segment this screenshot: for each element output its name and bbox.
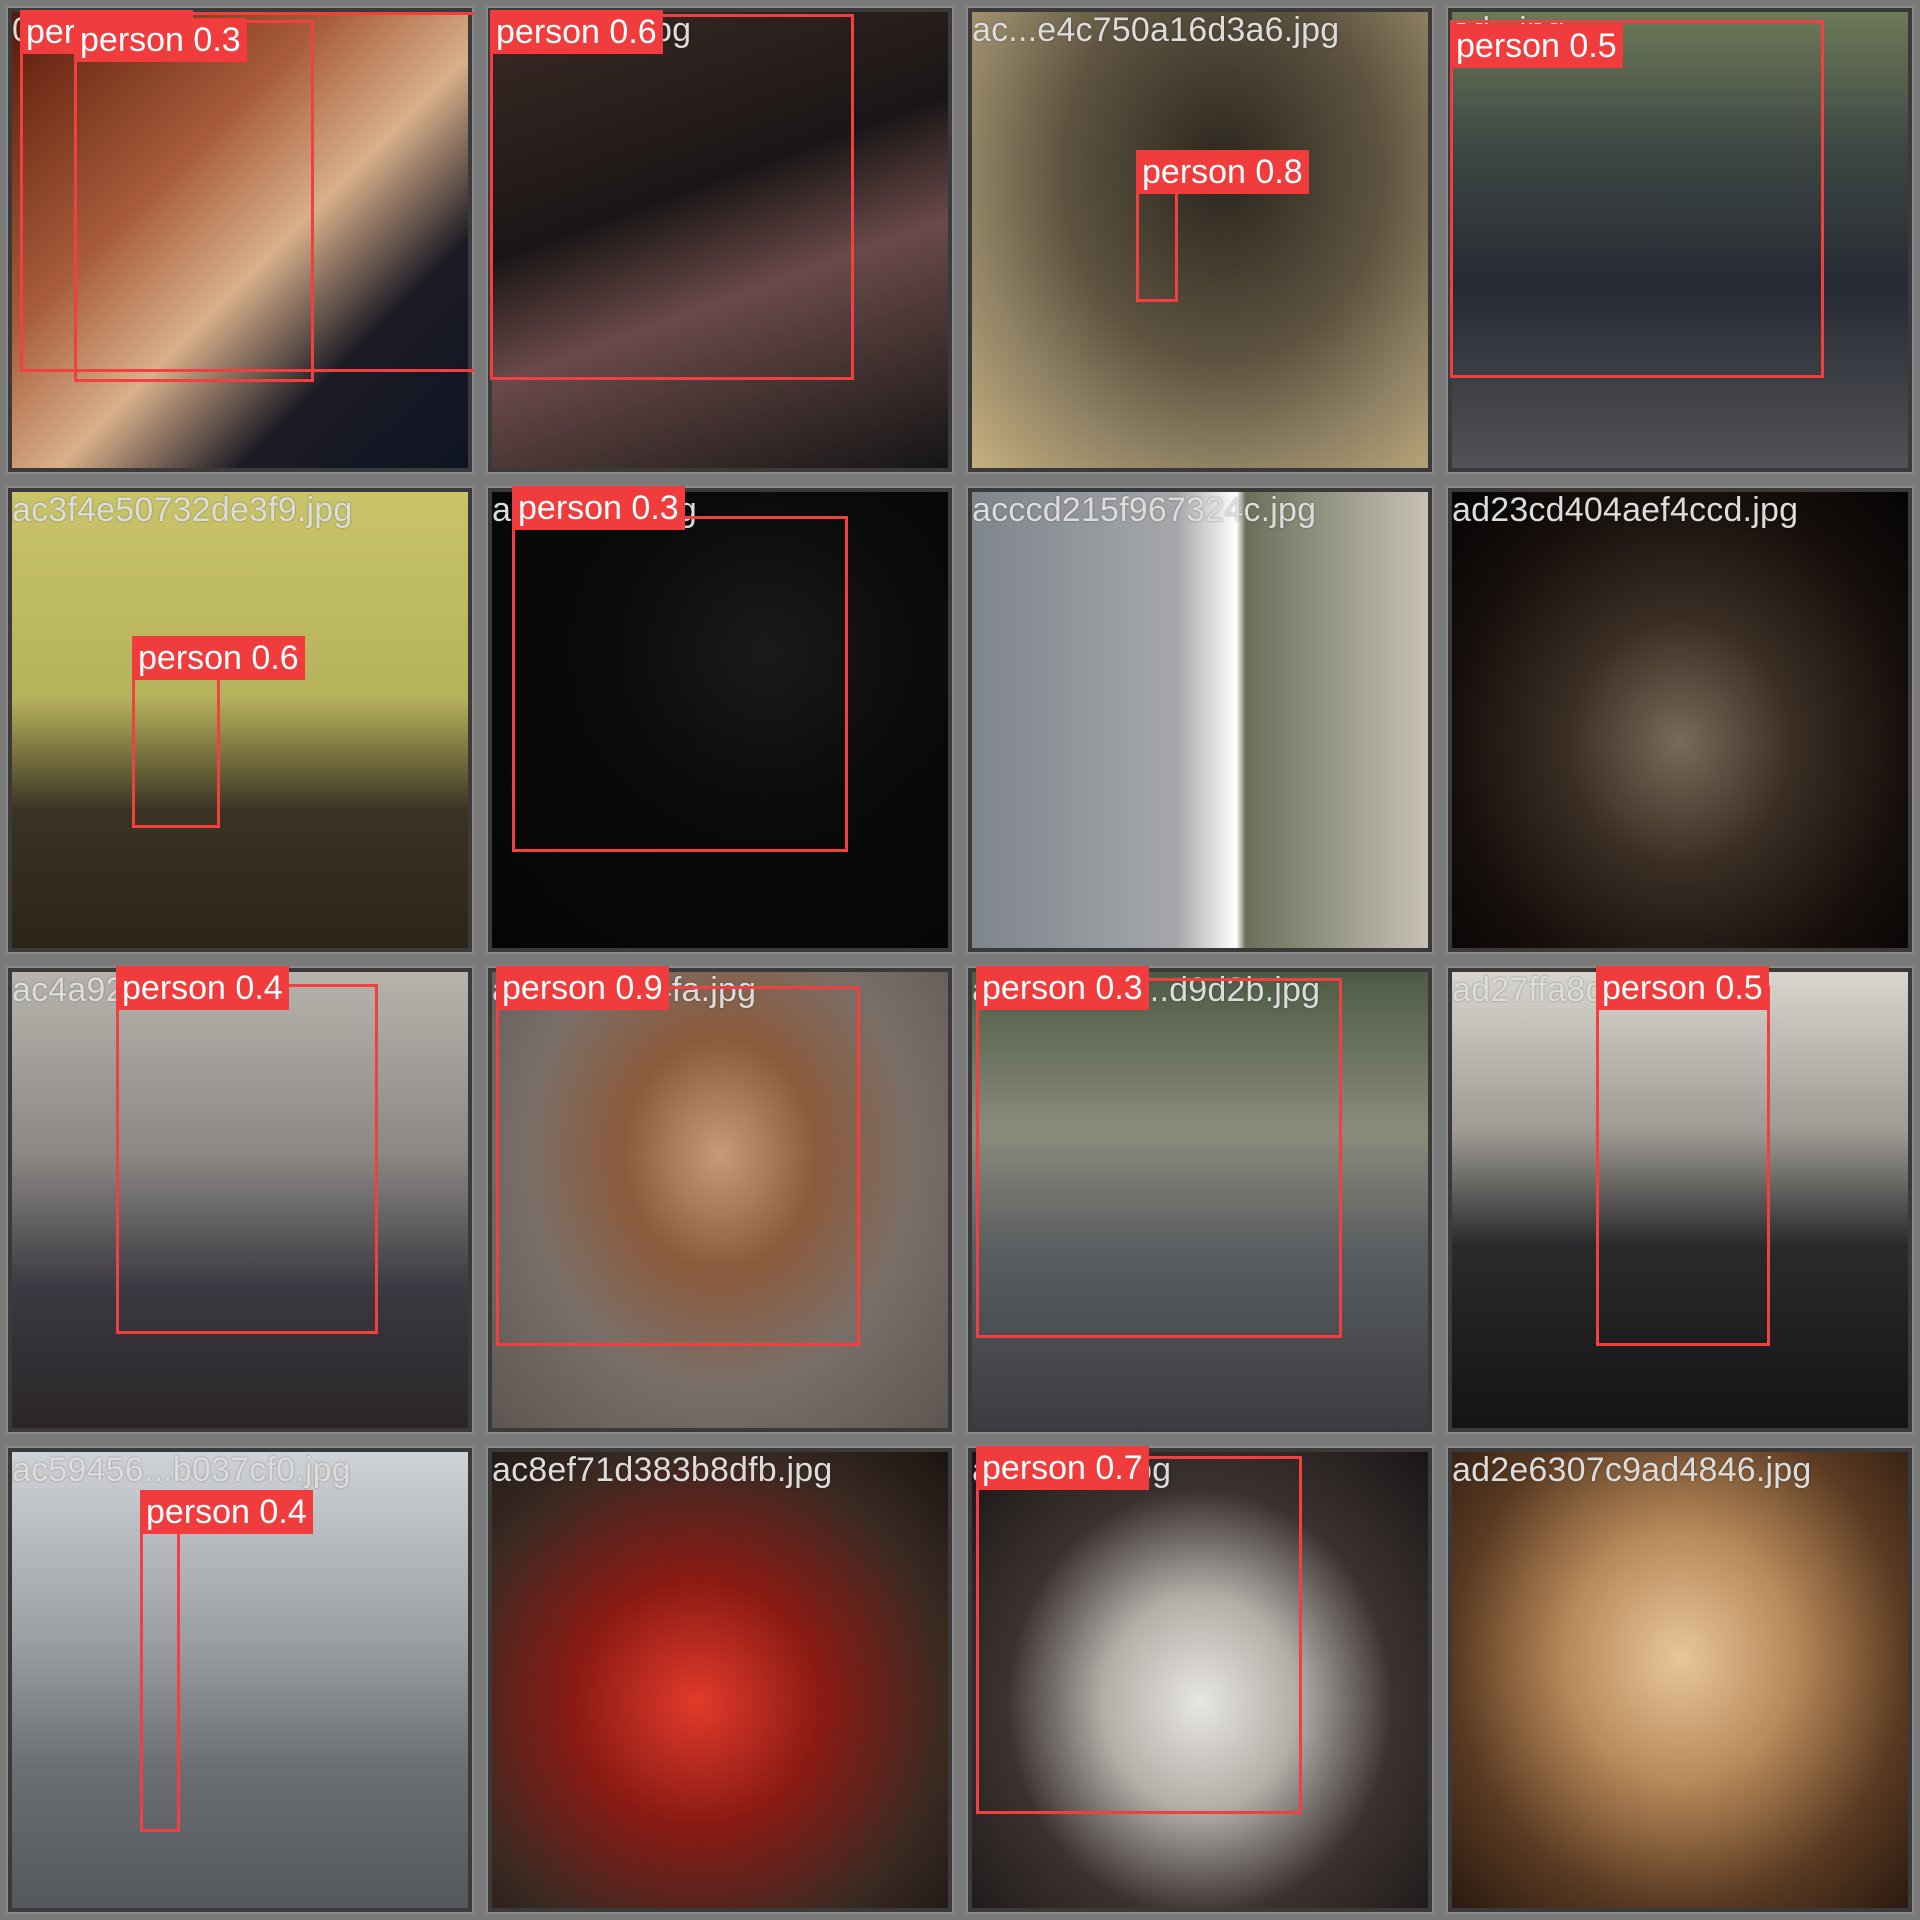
detection-confidence: 0.8 <box>1255 153 1303 191</box>
filename-label: acccd215f967324c.jpg <box>972 491 1317 529</box>
detection-confidence: 0.3 <box>631 489 679 527</box>
filename-label: ac8ef71d383b8dfb.jpg <box>492 1451 833 1489</box>
detection-confidence: 0.3 <box>193 21 241 59</box>
photo-thumbnail <box>492 972 948 1428</box>
detection-class: person <box>146 1493 250 1531</box>
bounding-box <box>490 14 854 380</box>
bounding-box <box>496 986 860 1346</box>
image-tile[interactable]: ad27ffa8d1...jpg person 0.5 <box>1446 966 1914 1434</box>
detection-confidence: 0.6 <box>609 13 657 51</box>
detection-label: person 0.6 <box>490 10 663 54</box>
bounding-box <box>512 516 848 852</box>
detection-label: person 0.7 <box>976 1446 1149 1490</box>
detection-label: person 0.9 <box>496 966 669 1010</box>
bounding-box <box>74 20 314 382</box>
detection-confidence: 0.9 <box>615 969 663 1007</box>
image-tile[interactable]: ac59456...b037cf0.jpg person 0.4 <box>6 1446 474 1914</box>
filename-label: ad23cd404aef4ccd.jpg <box>1452 491 1799 529</box>
bounding-box <box>20 12 474 372</box>
detection-class: person <box>122 969 226 1007</box>
photo-thumbnail <box>1452 492 1908 948</box>
photo-thumbnail <box>12 972 468 1428</box>
detection-label: person 0.6 <box>132 636 305 680</box>
image-tile[interactable]: acccd215f967324c.jpg <box>966 486 1434 954</box>
detection-label: person 0.3 <box>512 486 685 530</box>
photo-thumbnail <box>492 492 948 948</box>
bounding-box <box>976 978 1342 1338</box>
detection-label: person 0.3 <box>976 966 1149 1010</box>
detection-label: person 0.5 <box>1596 966 1769 1010</box>
bounding-box <box>116 984 378 1334</box>
detection-label: person 0.4 <box>140 1490 313 1534</box>
detection-confidence: 0.3 <box>1095 969 1143 1007</box>
detection-class: person <box>1602 969 1706 1007</box>
filename-label: ac3f4e50732de3f9.jpg <box>12 491 353 529</box>
detection-confidence: 0.7 <box>1095 1449 1143 1487</box>
detection-confidence: 0.4 <box>235 969 283 1007</box>
filename-label: ac...e4c750a16d3a6.jpg <box>972 11 1340 49</box>
photo-thumbnail <box>972 12 1428 468</box>
detection-class: person <box>518 489 622 527</box>
filename-label: ac59456...b037cf0.jpg <box>12 1451 351 1489</box>
photo-thumbnail <box>12 492 468 948</box>
photo-thumbnail <box>1452 12 1908 468</box>
image-tile[interactable]: ad2e6307c9ad4846.jpg <box>1446 1446 1914 1914</box>
bounding-box <box>976 1456 1302 1814</box>
detection-class: person <box>138 639 242 677</box>
detection-class: person <box>1456 27 1560 65</box>
detection-class: person <box>982 1449 1086 1487</box>
photo-thumbnail <box>492 12 948 468</box>
photo-thumbnail <box>12 12 468 468</box>
photo-thumbnail <box>972 1452 1428 1908</box>
bounding-box <box>1136 186 1178 302</box>
bounding-box <box>1450 20 1824 378</box>
photo-thumbnail <box>1452 1452 1908 1908</box>
photo-thumbnail <box>972 972 1428 1428</box>
detection-confidence: 0.5 <box>1715 969 1763 1007</box>
photo-thumbnail <box>1452 972 1908 1428</box>
detection-class: person <box>502 969 606 1007</box>
detection-confidence: 0.6 <box>251 639 299 677</box>
detection-class: person <box>496 13 600 51</box>
detection-label: person 0.3 <box>74 18 247 62</box>
detection-label: person 0.8 <box>1136 150 1309 194</box>
bounding-box <box>140 1530 180 1832</box>
detection-confidence: 0.5 <box>1569 27 1617 65</box>
photo-thumbnail <box>972 492 1428 948</box>
detection-label: person 0.4 <box>116 966 289 1010</box>
image-tile[interactable]: ad23cd404aef4ccd.jpg <box>1446 486 1914 954</box>
image-tile[interactable]: ac...e4c750a16d3a6.jpg person 0.8 <box>966 6 1434 474</box>
detection-class: person <box>80 21 184 59</box>
image-tile[interactable]: ac8ef71d383b8dfb.jpg <box>486 1446 954 1914</box>
bounding-box <box>1596 986 1770 1346</box>
filename-label: ad2e6307c9ad4846.jpg <box>1452 1451 1812 1489</box>
detection-class: person <box>1142 153 1246 191</box>
image-tile[interactable]: ac3f4e50732de3f9.jpg person 0.6 <box>6 486 474 954</box>
photo-thumbnail <box>492 1452 948 1908</box>
detection-label: person 0.5 <box>1450 24 1623 68</box>
detection-confidence: 0.4 <box>259 1493 307 1531</box>
bounding-box <box>132 674 220 828</box>
detection-class: person <box>982 969 1086 1007</box>
